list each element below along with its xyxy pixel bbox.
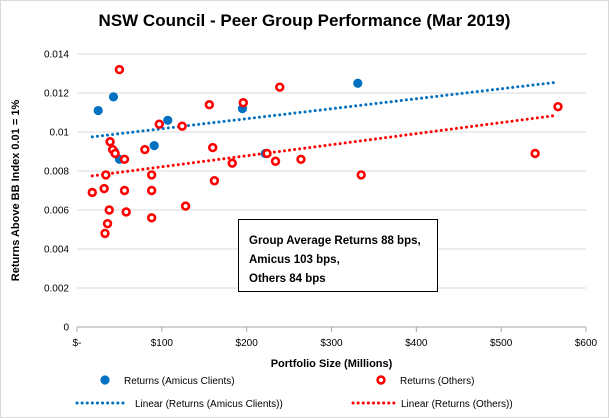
data-point-others	[180, 201, 191, 211]
data-point-others	[146, 185, 157, 196]
data-point-amicus	[149, 141, 159, 151]
legend-marker-others	[376, 375, 386, 385]
legend-label-trend-amicus: Linear (Returns (Amicus Clients))	[135, 399, 283, 410]
data-point-others	[99, 183, 109, 194]
data-point-others	[209, 176, 220, 186]
data-point-amicus	[163, 115, 173, 125]
x-tick-label: $-	[73, 338, 82, 349]
data-point-others	[356, 170, 366, 180]
data-point-amicus	[353, 78, 363, 88]
legend-label-trend-others: Linear (Returns (Others))	[401, 399, 513, 410]
legend-label-others: Returns (Others)	[400, 376, 474, 387]
annotation-line: Others 84 bps	[249, 273, 326, 285]
y-tick-label: 0.014	[44, 50, 69, 61]
x-tick-label: $300	[320, 338, 343, 349]
y-tick-label: 0	[63, 323, 69, 334]
data-point-others	[121, 207, 131, 217]
data-point-amicus	[108, 92, 119, 102]
data-point-others	[270, 156, 281, 166]
data-point-others	[530, 148, 540, 159]
data-point-others	[105, 137, 115, 147]
data-point-others	[87, 187, 97, 198]
annotation-line: Amicus 103 bps,	[249, 254, 340, 266]
x-tick-label: $500	[490, 338, 513, 349]
data-point-others	[104, 205, 114, 215]
data-point-others	[177, 121, 187, 131]
data-point-amicus	[93, 105, 103, 116]
legend-marker-amicus	[100, 375, 110, 385]
annotation-box: Group Average Returns 88 bps, Amicus 103…	[238, 219, 438, 292]
x-tick-label: $200	[236, 338, 259, 349]
data-point-others	[140, 144, 150, 155]
y-tick-label: 0.002	[44, 284, 69, 295]
y-tick-label: 0.01	[50, 128, 70, 139]
trendline	[90, 80, 558, 139]
data-point-others	[102, 218, 113, 229]
legend-label-amicus: Returns (Amicus Clients)	[124, 376, 235, 387]
data-point-others	[146, 170, 157, 180]
data-point-others	[154, 119, 164, 129]
data-point-others	[208, 142, 218, 153]
y-tick-label: 0.008	[44, 167, 69, 178]
data-point-others	[227, 158, 237, 168]
x-tick-label: $400	[405, 338, 428, 349]
y-tick-label: 0.004	[44, 245, 69, 256]
trendline	[90, 113, 558, 178]
data-point-others	[101, 170, 111, 180]
annotation-line: Group Average Returns 88 bps,	[249, 235, 421, 247]
data-point-others	[114, 64, 125, 75]
x-tick-label: $600	[575, 338, 598, 349]
data-point-others	[119, 185, 130, 196]
data-point-others	[146, 213, 157, 223]
data-point-others	[553, 101, 563, 112]
y-tick-label: 0.012	[44, 89, 69, 100]
data-point-others	[238, 98, 248, 108]
chart-title: NSW Council - Peer Group Performance (Ma…	[98, 11, 511, 30]
data-point-others	[110, 148, 120, 159]
data-point-others	[275, 82, 285, 92]
data-point-others	[119, 154, 130, 165]
data-point-others	[296, 154, 306, 165]
x-tick-label: $100	[151, 338, 174, 349]
x-axis-title: Portfolio Size (Millions)	[271, 358, 393, 370]
data-point-others	[204, 99, 215, 110]
data-point-others	[262, 148, 272, 159]
y-axis-title: Returns Above BB Index 0.01 = 1%	[10, 100, 22, 282]
data-point-others	[100, 228, 110, 239]
y-tick-label: 0.006	[44, 206, 69, 217]
